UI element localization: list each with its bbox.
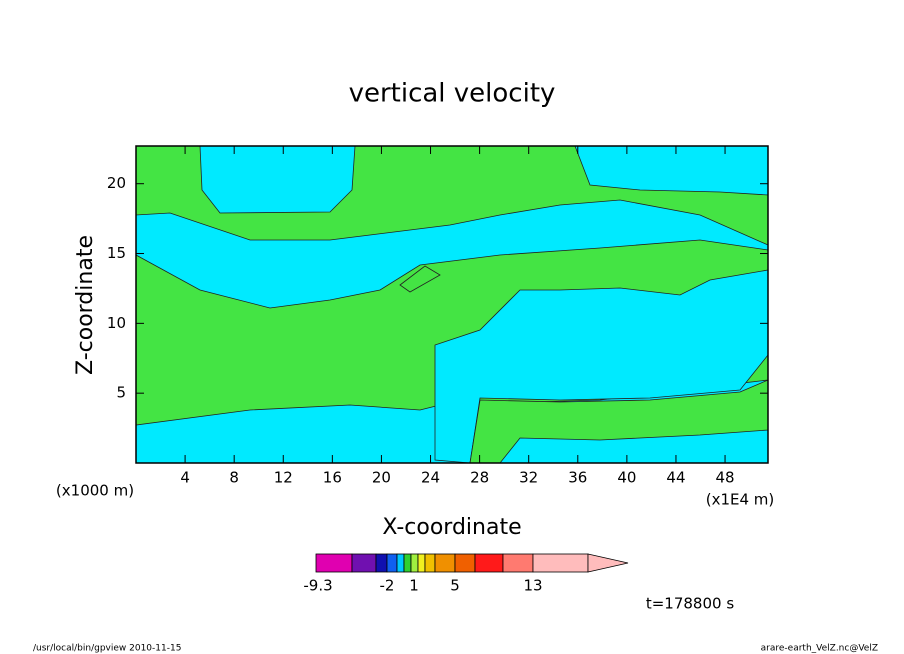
region bbox=[199, 145, 356, 214]
x-tick-label: 40 bbox=[617, 469, 636, 487]
y-tick-label: 10 bbox=[107, 314, 126, 332]
colorbar-segment bbox=[403, 553, 412, 573]
x-tick-label: 16 bbox=[323, 469, 342, 487]
y-tick-label: 20 bbox=[107, 174, 126, 192]
x-tick-label: 36 bbox=[568, 469, 587, 487]
colorbar-segment bbox=[386, 553, 398, 573]
colorbar-segment bbox=[351, 553, 377, 573]
colorbar-segment bbox=[417, 553, 426, 573]
x-tick-label: 32 bbox=[519, 469, 538, 487]
footer-right: arare-earth_VelZ.nc@VelZ bbox=[761, 644, 878, 654]
colorbar-segment bbox=[474, 553, 504, 573]
chart-title: vertical velocity bbox=[349, 79, 556, 109]
footer-left: /usr/local/bin/gpview 2010-11-15 bbox=[33, 644, 181, 654]
contour-field bbox=[135, 145, 769, 464]
colorbar-segment bbox=[375, 553, 388, 573]
x-unit: (x1E4 m) bbox=[706, 491, 775, 509]
x-tick-label: 44 bbox=[666, 469, 685, 487]
region bbox=[399, 265, 441, 293]
colorbar-segment bbox=[454, 553, 476, 573]
colorbar-label: -9.3 bbox=[303, 577, 332, 595]
y-tick-label: 15 bbox=[107, 244, 126, 262]
x-axis-label: X-coordinate bbox=[382, 515, 521, 540]
colorbar-segment bbox=[396, 553, 405, 573]
plot-frame bbox=[135, 145, 769, 464]
x-tick-label: 20 bbox=[372, 469, 391, 487]
x-tick-label: 24 bbox=[421, 469, 440, 487]
y-tick-label: 5 bbox=[116, 384, 126, 402]
colorbar-label: -2 bbox=[380, 577, 395, 595]
y-unit: (x1000 m) bbox=[56, 482, 134, 500]
colorbar-segment bbox=[434, 553, 456, 573]
colorbar-segment bbox=[502, 553, 534, 573]
colorbar-segment bbox=[410, 553, 419, 573]
x-tick-label: 12 bbox=[274, 469, 293, 487]
x-tick-label: 8 bbox=[229, 469, 239, 487]
y-axis-label: Z-coordinate bbox=[73, 235, 98, 375]
colorbar-segment bbox=[424, 553, 436, 573]
region bbox=[434, 269, 769, 464]
colorbar-segment bbox=[532, 553, 589, 573]
x-tick-label: 28 bbox=[470, 469, 489, 487]
time-label: t=178800 s bbox=[646, 595, 734, 613]
colorbar-label: 13 bbox=[523, 577, 542, 595]
colorbar-label: 1 bbox=[409, 577, 419, 595]
x-tick-label: 48 bbox=[716, 469, 735, 487]
colorbar-label: 5 bbox=[450, 577, 460, 595]
colorbar-arrow bbox=[587, 553, 629, 573]
x-tick-label: 4 bbox=[180, 469, 190, 487]
colorbar-segment bbox=[315, 553, 353, 573]
